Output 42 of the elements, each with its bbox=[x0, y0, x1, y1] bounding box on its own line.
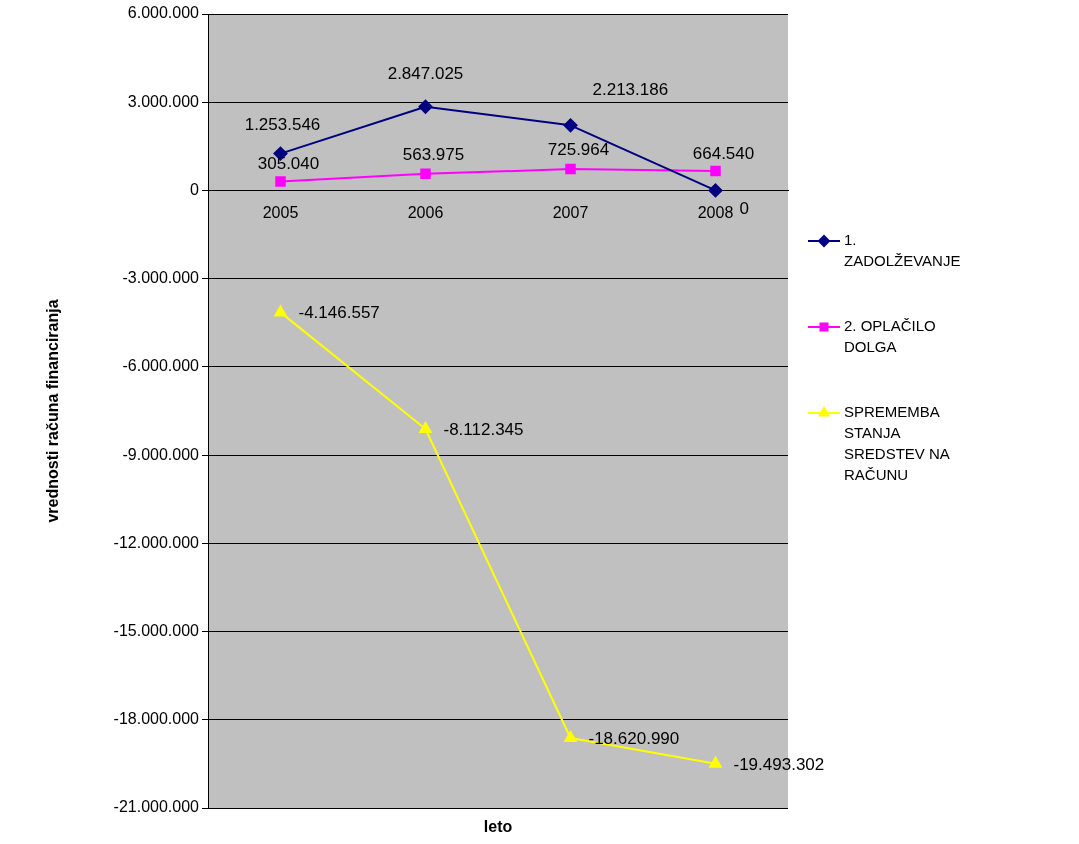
y-tick-label: -21.000.000 bbox=[113, 798, 200, 816]
data-label: 563.975 bbox=[402, 144, 465, 164]
legend-label: 2. OPLAČILO DOLGA bbox=[844, 317, 936, 356]
y-tick-label: -12.000.000 bbox=[113, 533, 200, 551]
y-tick-label: 6.000.000 bbox=[127, 4, 200, 22]
y-tick-label: -9.000.000 bbox=[122, 445, 200, 463]
point bbox=[710, 165, 721, 177]
legend-label: 1. ZADOLŽEVANJE bbox=[844, 231, 961, 270]
data-label: -18.620.990 bbox=[588, 729, 680, 749]
y-tick-label: -3.000.000 bbox=[122, 269, 200, 287]
x-tick-label: 2005 bbox=[262, 204, 299, 222]
point bbox=[709, 756, 722, 768]
data-label: 1.253.546 bbox=[244, 114, 321, 134]
point bbox=[419, 422, 432, 434]
x-axis-title: leto bbox=[483, 818, 513, 836]
point bbox=[565, 163, 576, 175]
data-label: -19.493.302 bbox=[733, 754, 825, 774]
point bbox=[418, 99, 433, 114]
x-tick-label: 2006 bbox=[407, 204, 444, 222]
point bbox=[275, 176, 286, 187]
point bbox=[420, 168, 431, 180]
x-tick-label: 2008 bbox=[697, 204, 734, 222]
y-axis-title: vrednosti računa financiranja bbox=[44, 299, 62, 523]
y-tick-label: 3.000.000 bbox=[127, 92, 200, 110]
data-label: 725.964 bbox=[547, 140, 610, 160]
data-label: -4.146.557 bbox=[298, 303, 380, 323]
data-label: 2.213.186 bbox=[592, 80, 669, 100]
data-label: 305.040 bbox=[257, 154, 320, 174]
data-label: -8.112.345 bbox=[443, 420, 524, 440]
point bbox=[708, 183, 723, 198]
y-tick-label: -6.000.000 bbox=[122, 357, 200, 375]
point bbox=[563, 118, 578, 133]
data-label: 664.540 bbox=[692, 143, 755, 163]
data-label: 0 bbox=[739, 199, 749, 219]
y-tick-label: -18.000.000 bbox=[113, 710, 200, 728]
point bbox=[564, 731, 577, 743]
x-tick-label: 2007 bbox=[552, 204, 589, 222]
legend-label: SPREMEMBA STANJA SREDSTEV NA RAČUNU bbox=[844, 403, 950, 484]
y-tick-label: 0 bbox=[190, 180, 200, 198]
y-tick-label: -15.000.000 bbox=[113, 621, 200, 639]
data-label: 2.847.025 bbox=[387, 63, 464, 83]
point bbox=[274, 305, 287, 317]
